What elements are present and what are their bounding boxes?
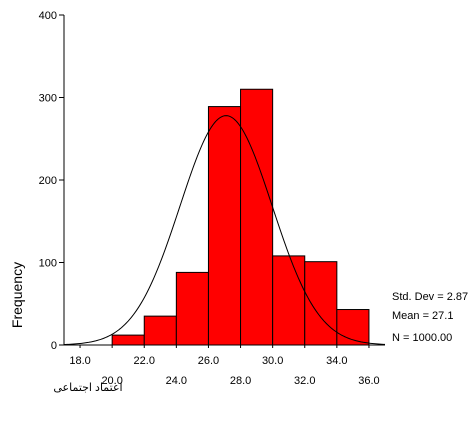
x-tick-label: 30.0 [262, 355, 283, 367]
y-tick-label: 100 [39, 258, 57, 270]
stat-std-dev: Std. Dev = 2.87 [392, 291, 468, 303]
histogram-bars [111, 88, 370, 346]
x-axis-ticks: 18.0 22.0 26.0 30.0 34.0 20.0 24.0 28.0 32.0 36.0 [69, 345, 380, 387]
stat-n: N = 1000.00 [392, 332, 452, 344]
x-tick-label: 36.0 [358, 375, 379, 387]
x-tick-label: 34.0 [326, 355, 347, 367]
x-tick-label: 18.0 [69, 355, 90, 367]
histogram-bar [304, 261, 338, 346]
x-tick-label: 20.0 [101, 375, 122, 387]
y-tick-label: 0 [51, 340, 57, 352]
histogram-bar [111, 334, 145, 346]
x-tick-label: 26.0 [198, 355, 219, 367]
x-tick-label: 24.0 [166, 375, 187, 387]
histogram-bar [336, 309, 370, 346]
y-axis-label: Frequency [9, 262, 25, 328]
histogram-bar [175, 271, 209, 346]
x-axis-label: اعتماد اجتماعی [53, 382, 122, 394]
y-axis-ticks: 0 100 200 300 400 [39, 10, 64, 352]
y-tick-label: 200 [39, 175, 57, 187]
x-tick-label: 28.0 [230, 375, 251, 387]
histogram-bar [240, 88, 274, 346]
x-tick-label: 22.0 [134, 355, 155, 367]
x-tick-label: 32.0 [294, 375, 315, 387]
histogram-bar [272, 255, 306, 346]
stat-mean: Mean = 27.1 [392, 310, 453, 322]
histogram-bar [207, 106, 242, 346]
y-tick-label: 400 [39, 10, 57, 22]
normal-curve [63, 115, 386, 346]
histogram-bar [143, 315, 177, 346]
y-tick-label: 300 [39, 93, 57, 105]
